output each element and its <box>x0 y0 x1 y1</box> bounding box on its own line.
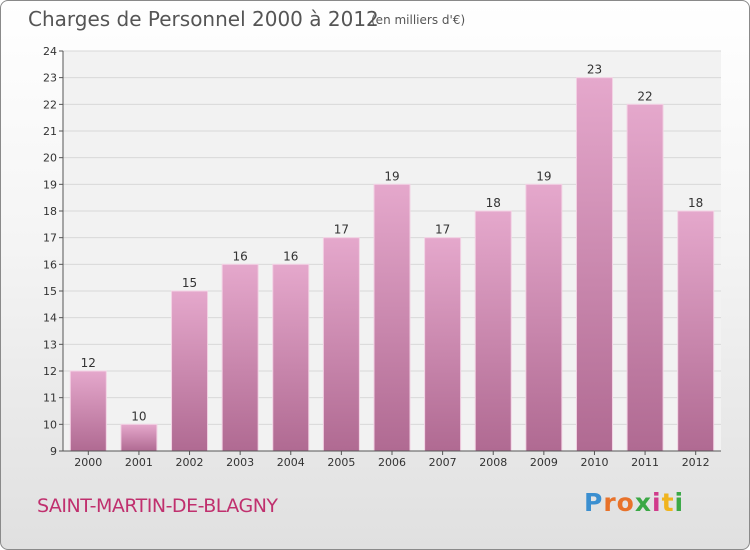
value-label-2011: 22 <box>637 89 652 103</box>
logo-letter: o <box>616 488 635 517</box>
x-tick-label-2004: 2004 <box>277 456 305 469</box>
y-tick-label: 20 <box>43 152 57 165</box>
y-tick-label: 21 <box>43 125 57 138</box>
value-label-2003: 16 <box>233 249 248 263</box>
value-label-2008: 18 <box>486 196 501 210</box>
value-label-2005: 17 <box>334 223 349 237</box>
y-tick-label: 22 <box>43 98 57 111</box>
x-tick-label-2009: 2009 <box>530 456 558 469</box>
bar-2000[interactable] <box>69 370 107 452</box>
logo-letter: x <box>634 488 652 517</box>
y-tick-label: 18 <box>43 205 57 218</box>
bar-2006[interactable] <box>373 183 411 452</box>
y-tick-label: 24 <box>43 45 57 58</box>
y-tick-label: 13 <box>43 338 57 351</box>
y-tick-label: 23 <box>43 72 57 85</box>
x-tick-label-2008: 2008 <box>479 456 507 469</box>
x-tick-label-2003: 2003 <box>226 456 254 469</box>
y-tick-label: 10 <box>43 418 57 431</box>
x-tick-label-2011: 2011 <box>631 456 659 469</box>
x-tick-label-2001: 2001 <box>125 456 153 469</box>
y-tick-label: 16 <box>43 258 57 271</box>
bar-2007[interactable] <box>424 237 462 452</box>
bar-2005[interactable] <box>322 237 360 452</box>
x-tick-label-2006: 2006 <box>378 456 406 469</box>
x-tick-label-2005: 2005 <box>327 456 355 469</box>
bar-2010[interactable] <box>575 77 613 452</box>
bar-2012[interactable] <box>677 210 715 452</box>
logo-letter: i <box>674 488 685 517</box>
logo-letter: r <box>603 488 617 517</box>
chart-unit: (en milliers d'€) <box>371 13 466 27</box>
y-tick-label: 12 <box>43 365 57 378</box>
value-label-2006: 19 <box>384 169 399 183</box>
y-tick-label: 19 <box>43 178 57 191</box>
bar-2002[interactable] <box>171 290 209 452</box>
x-tick-label-2000: 2000 <box>74 456 102 469</box>
y-tick-label: 17 <box>43 232 57 245</box>
logo-letter: i <box>652 488 662 517</box>
value-label-2001: 10 <box>131 409 146 423</box>
y-tick-label: 14 <box>43 312 57 325</box>
logo-letter: P <box>584 488 604 517</box>
bar-2009[interactable] <box>525 183 563 452</box>
value-label-2000: 12 <box>81 356 96 370</box>
value-label-2007: 17 <box>435 223 450 237</box>
logo-letter: t <box>661 488 675 517</box>
x-tick-label-2010: 2010 <box>580 456 608 469</box>
value-label-2009: 19 <box>536 169 551 183</box>
bar-2011[interactable] <box>626 103 664 452</box>
x-tick-label-2012: 2012 <box>682 456 710 469</box>
proxiti-logo[interactable]: Proxiti <box>584 488 684 517</box>
value-label-2012: 18 <box>688 196 703 210</box>
bar-2004[interactable] <box>272 263 310 452</box>
chart-title: Charges de Personnel 2000 à 2012 <box>28 7 379 31</box>
bar-2001[interactable] <box>120 423 158 452</box>
value-label-2010: 23 <box>587 63 602 77</box>
bar-2003[interactable] <box>221 263 259 452</box>
value-label-2002: 15 <box>182 276 197 290</box>
y-tick-label: 15 <box>43 285 57 298</box>
commune-name: SAINT-MARTIN-DE-BLAGNY <box>37 495 278 517</box>
x-tick-label-2007: 2007 <box>429 456 457 469</box>
bar-2008[interactable] <box>474 210 512 452</box>
value-label-2004: 16 <box>283 249 298 263</box>
x-tick-label-2002: 2002 <box>176 456 204 469</box>
y-tick-label: 9 <box>50 445 57 458</box>
y-tick-label: 11 <box>43 392 57 405</box>
